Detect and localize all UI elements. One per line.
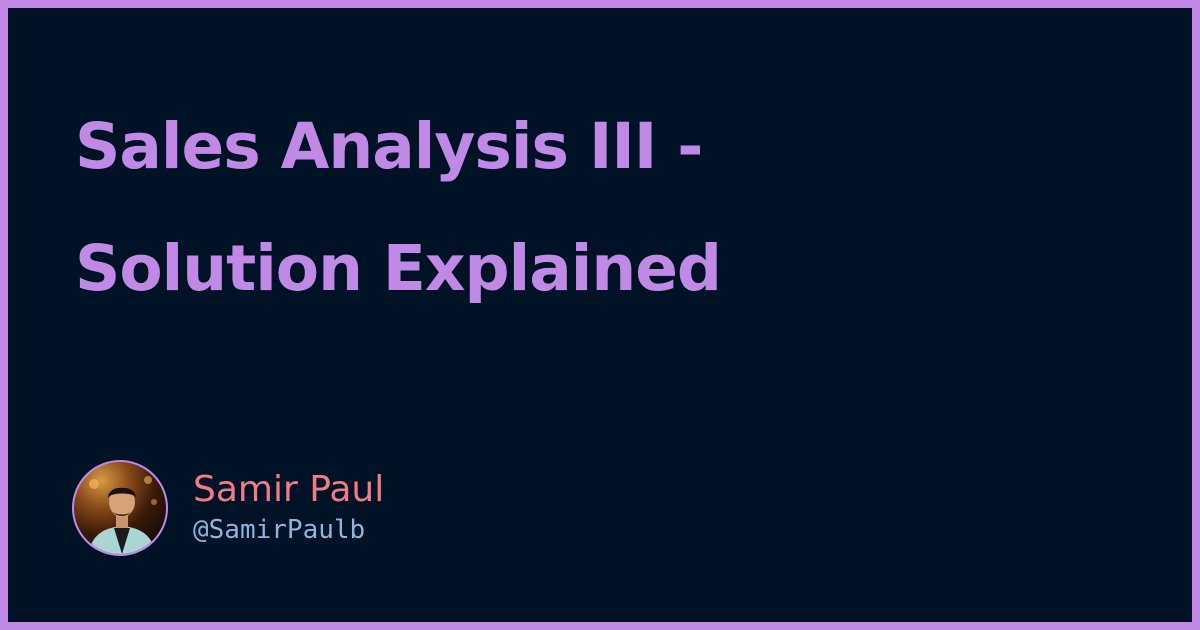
avatar <box>72 460 168 556</box>
title-line-1: Sales Analysis III - <box>75 110 703 183</box>
social-card: Sales Analysis III - Solution Explained … <box>8 8 1192 622</box>
author-handle: @SamirPaulb <box>193 515 366 545</box>
author-meta: Samir Paul @SamirPaulb <box>193 468 384 548</box>
author-name: Samir Paul <box>193 469 385 510</box>
title-line-2: Solution Explained <box>75 232 722 305</box>
author-block: Samir Paul @SamirPaulb <box>72 458 384 558</box>
avatar-portrait-icon <box>88 476 157 554</box>
article-title: Sales Analysis III - Solution Explained <box>75 86 975 330</box>
